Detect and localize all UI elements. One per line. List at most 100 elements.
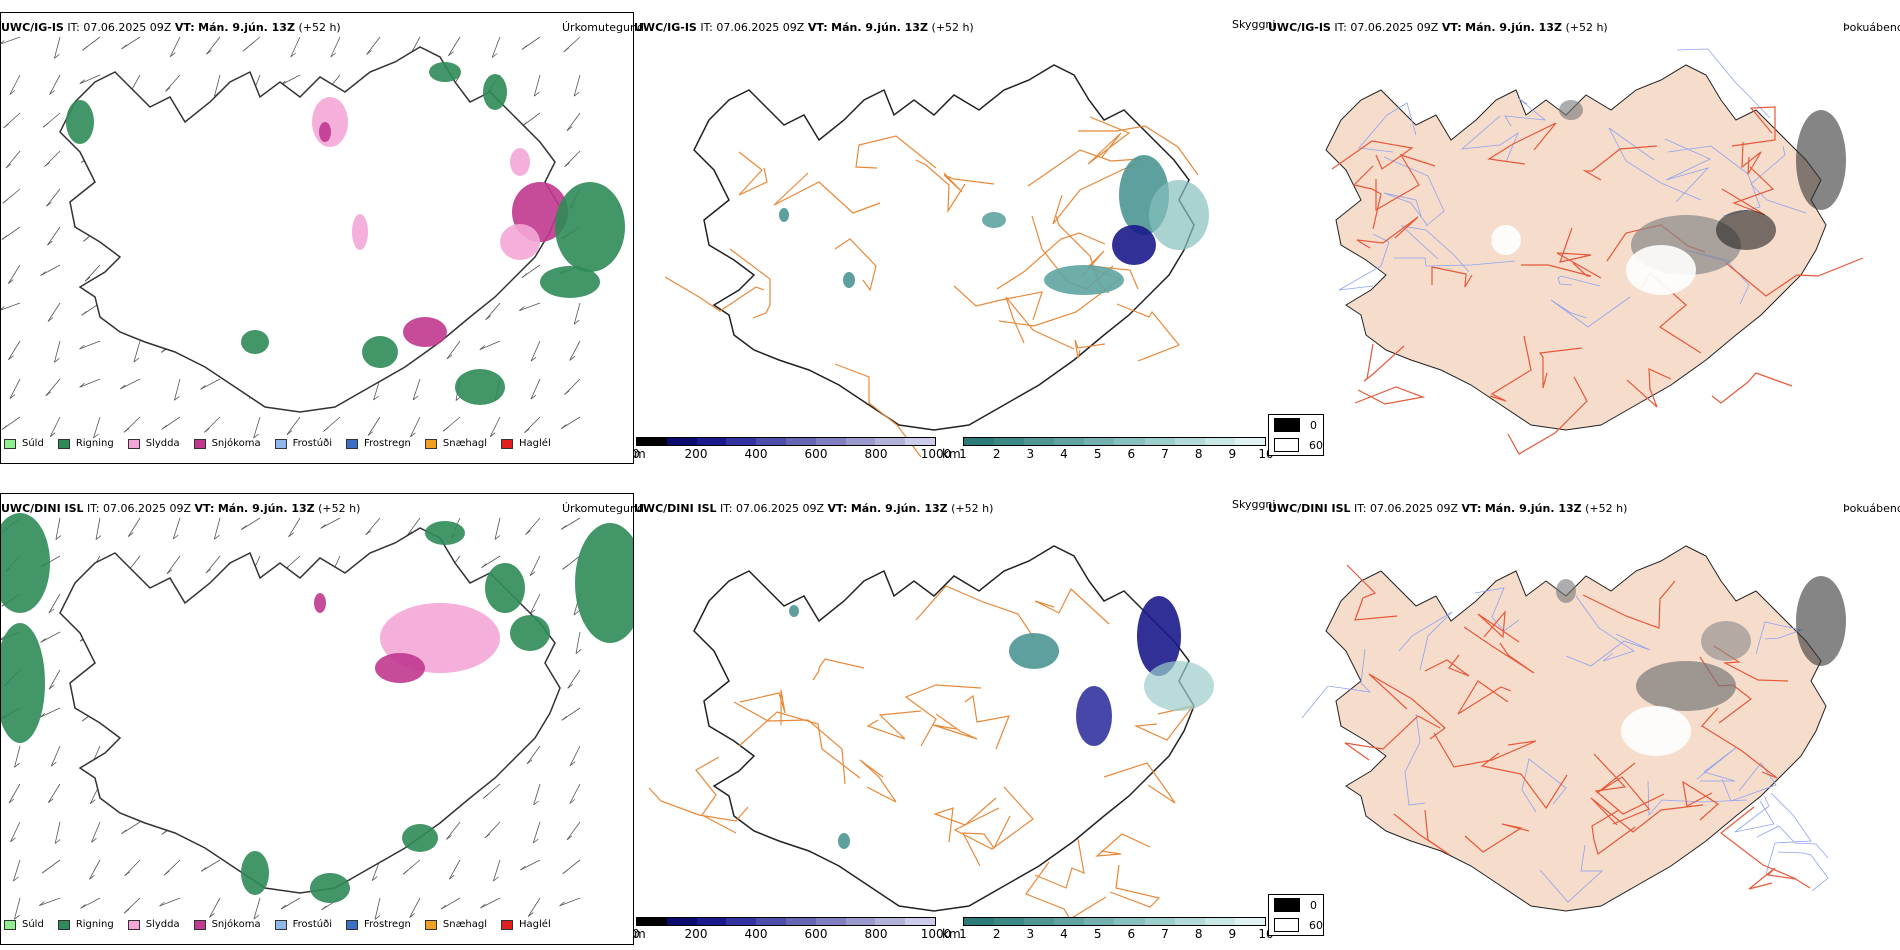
legend-swatch <box>346 919 358 930</box>
wind-barb <box>483 793 489 799</box>
colorbar-tick: 800 <box>864 447 888 461</box>
wind-barb <box>569 745 581 766</box>
legend-item: Slydda <box>127 438 180 449</box>
precip-area <box>241 851 269 895</box>
road-line <box>1103 762 1176 804</box>
wind-barb <box>13 876 19 882</box>
wind-barb <box>2 198 9 204</box>
wind-barb <box>494 535 501 540</box>
colorbar-tick: 7 <box>1161 447 1169 461</box>
fog-area <box>1636 661 1736 711</box>
wind-barb <box>133 357 140 363</box>
wind-barb <box>39 897 61 906</box>
precip-area <box>540 266 600 298</box>
river-line <box>1696 746 1738 782</box>
road-line <box>1095 833 1151 857</box>
colorbar-tick: 3 <box>1026 927 1035 941</box>
wind-barb <box>166 569 173 575</box>
wind-barb <box>79 340 101 350</box>
wind-barb <box>448 859 461 880</box>
legend-swatch <box>424 919 437 930</box>
colorbar-tick: 5 <box>1093 447 1102 461</box>
wind-barb <box>525 517 541 535</box>
wind-barb <box>494 517 501 540</box>
legend-item: Rigning <box>57 919 114 930</box>
legend-swatch <box>57 438 70 449</box>
wind-barb <box>81 310 87 316</box>
colorbar-tick: 9 <box>1228 447 1237 461</box>
colorbar-tick: 600 <box>804 447 828 461</box>
colorbar-tick: 1 <box>959 447 967 461</box>
wind-barb <box>402 869 409 875</box>
vt-value: Mán. 9.jún. 13Z <box>1484 502 1582 515</box>
it-value: 07.06.2025 09Z <box>1370 502 1459 515</box>
road-line <box>1393 809 1451 856</box>
road-line <box>866 710 922 740</box>
colorbar-tick: 0 <box>632 927 640 941</box>
wind-barb <box>484 833 491 839</box>
wind-barb <box>491 36 501 58</box>
road-line <box>1027 149 1141 187</box>
wind-barb <box>529 593 541 614</box>
legend-item: Slydda <box>127 919 180 930</box>
colorbar-segment <box>1024 438 1055 445</box>
wind-barb <box>200 384 206 390</box>
wind-barb <box>174 395 180 401</box>
wind-barb <box>533 74 541 97</box>
fog-legend-swatch <box>1274 418 1300 432</box>
legend-swatch <box>424 438 437 449</box>
fog-legend-item: 0 <box>1269 415 1323 435</box>
river-line <box>1400 225 1470 273</box>
legend-item: Snjókoma <box>193 919 261 930</box>
wind-barb <box>569 356 575 361</box>
precip-area <box>402 824 438 852</box>
wind-barb <box>49 432 56 438</box>
wind-barb <box>533 91 540 97</box>
legend-item: Frostregn <box>346 438 411 449</box>
road-line <box>1078 125 1199 176</box>
river-line <box>1394 257 1516 267</box>
precip-area <box>66 100 94 144</box>
it-label: IT: <box>1334 21 1347 34</box>
legend-swatch <box>4 438 16 449</box>
precip-legend: Súld Rigning Slydda Snjókoma Frostúði Frostre… <box>4 438 565 449</box>
river-line <box>1383 192 1428 226</box>
colorbar-segment <box>726 438 757 445</box>
visibility-area <box>838 833 850 849</box>
wind-barb <box>51 761 57 767</box>
wind-barb <box>367 416 381 436</box>
road-line <box>738 151 768 196</box>
wind-barb <box>39 712 46 718</box>
wind-barb <box>49 90 55 95</box>
colorbar-segment <box>1204 438 1235 445</box>
panel-title-precip: Úrkomutegund <box>562 502 644 515</box>
wind-barb <box>39 707 61 718</box>
header-row1-right: UWC/IG-IS IT: 07.06.2025 09Z VT: Mán. 9.… <box>1268 21 1608 35</box>
wind-barb <box>560 517 581 530</box>
panel-frame <box>0 12 634 464</box>
road-line <box>1352 165 1382 230</box>
wind-barb <box>485 302 501 320</box>
wind-barb <box>280 74 301 86</box>
road-line <box>996 232 1106 290</box>
precip-legend: Súld Rigning Slydda Snjókoma Frostúði Frostre… <box>4 919 565 930</box>
colorbar-tick: 9 <box>1228 927 1237 941</box>
road-line <box>1556 227 1602 279</box>
wind-barb <box>442 426 449 432</box>
wind-barb <box>123 908 130 914</box>
lead-time: (+52 h) <box>951 502 994 515</box>
it-value: 07.06.2025 09Z <box>716 21 805 34</box>
it-value: 07.06.2025 09Z <box>1350 21 1439 34</box>
colorbar-tick: 6 <box>1127 447 1136 461</box>
ceiling-unit: m <box>634 927 646 941</box>
river-line <box>1721 762 1777 802</box>
wind-barb <box>48 798 54 804</box>
wind-barb <box>448 51 454 57</box>
visibility-area <box>1149 180 1209 250</box>
wind-barb <box>449 874 455 880</box>
river-line <box>1664 138 1711 203</box>
road-line <box>664 276 765 312</box>
road-line <box>1720 806 1811 889</box>
wind-barb <box>124 871 130 877</box>
panel-title-precip: Úrkomutegund <box>562 21 644 34</box>
